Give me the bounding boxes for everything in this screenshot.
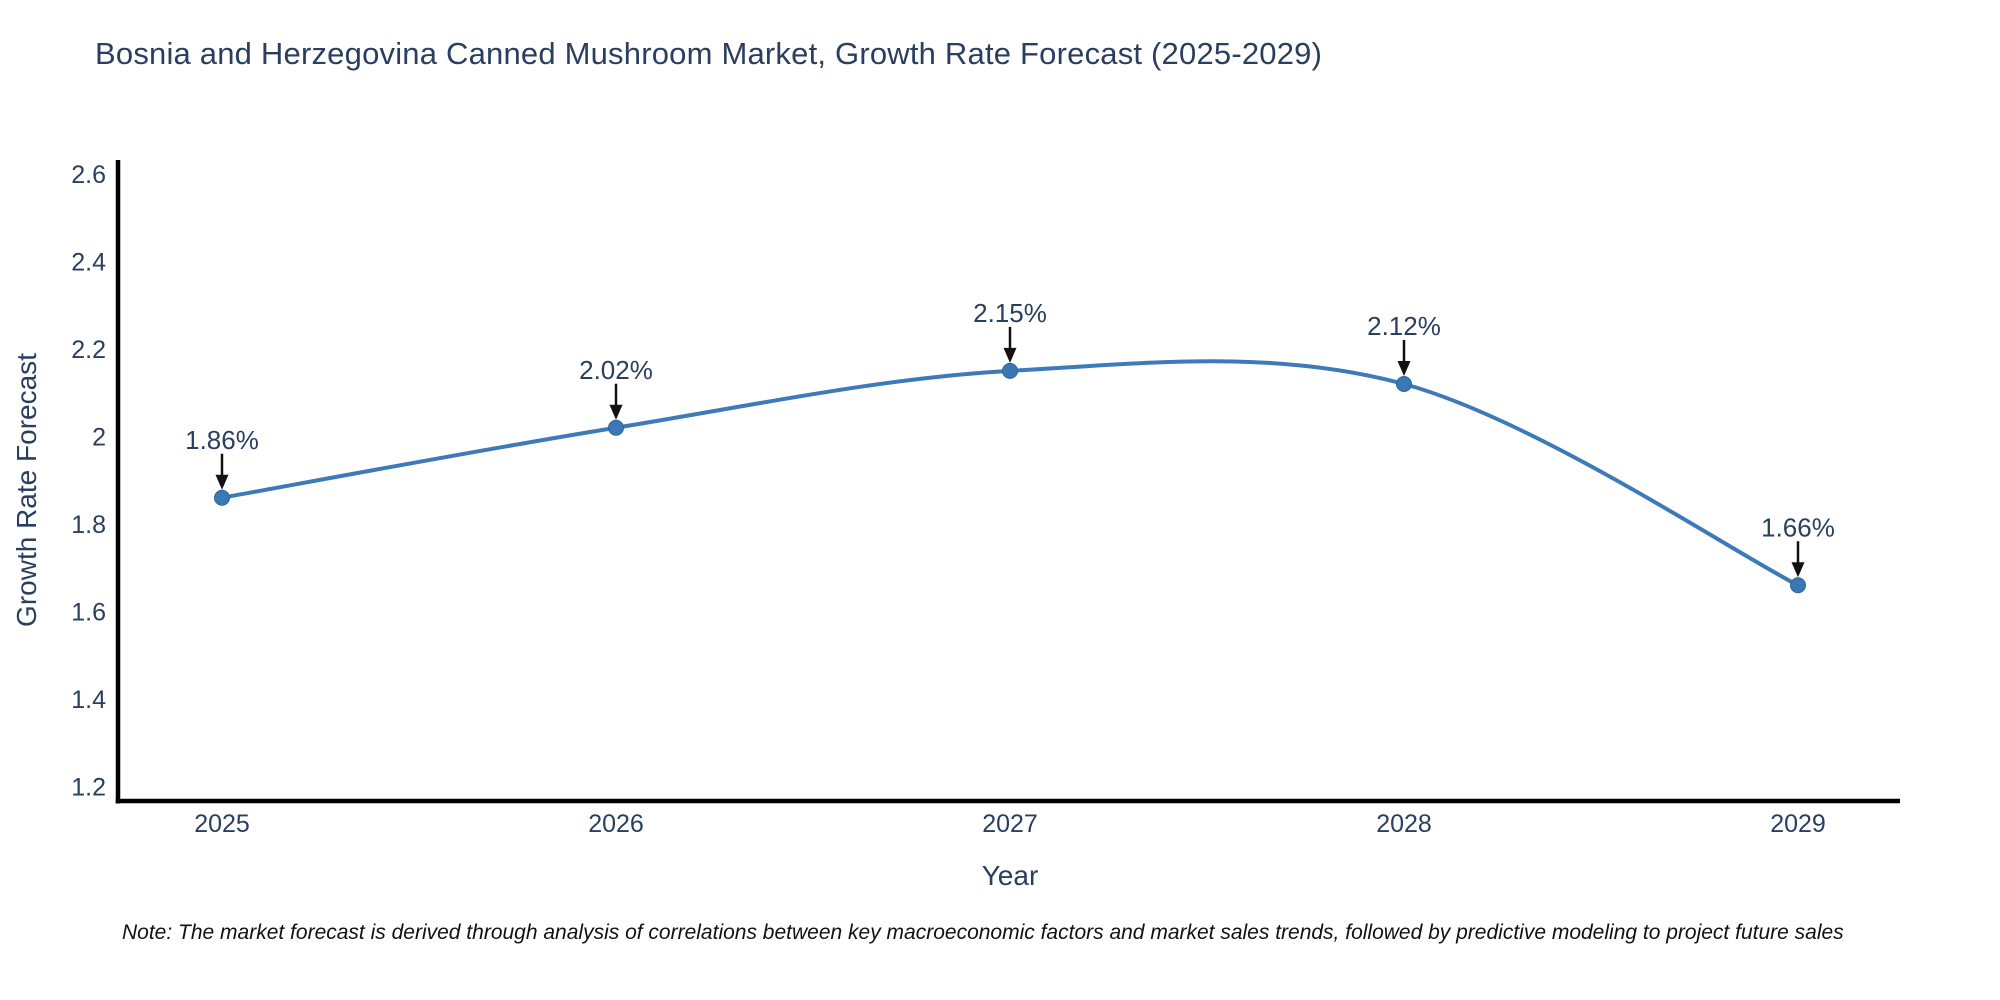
- data-point: [1002, 362, 1018, 379]
- x-tick-label: 2028: [1376, 810, 1432, 838]
- x-axis-title: Year: [982, 860, 1039, 891]
- annotation-arrow-head: [1003, 347, 1017, 363]
- annotation-arrow-head: [215, 474, 229, 490]
- x-tick-label: 2025: [194, 810, 250, 838]
- data-point: [1790, 577, 1806, 594]
- forecast-note: Note: The market forecast is derived thr…: [122, 921, 1844, 944]
- data-point: [214, 489, 230, 506]
- y-tick-label: 1.6: [71, 599, 106, 627]
- annotation-arrow-head: [609, 404, 623, 420]
- data-point: [608, 419, 624, 436]
- x-tick-label: 2026: [588, 810, 644, 838]
- chart-title: Bosnia and Herzegovina Canned Mushroom M…: [95, 36, 1323, 71]
- y-tick-label: 1.4: [71, 686, 106, 714]
- y-tick-label: 1.2: [71, 774, 106, 802]
- data-point-label: 2.02%: [579, 355, 653, 385]
- data-point-label: 2.15%: [973, 298, 1047, 328]
- annotation-arrow-head: [1791, 562, 1805, 578]
- data-point-label: 1.86%: [185, 425, 259, 455]
- data-point: [1396, 376, 1412, 392]
- forecast-line: [220, 359, 1800, 588]
- data-point-label: 2.12%: [1367, 311, 1441, 341]
- x-tick-label: 2027: [982, 810, 1038, 838]
- y-tick-label: 2.6: [71, 161, 106, 189]
- y-tick-label: 2: [92, 424, 106, 452]
- x-tick-label: 2029: [1770, 810, 1826, 838]
- annotation-arrow-head: [1397, 361, 1411, 376]
- y-tick-label: 2.4: [71, 249, 106, 277]
- y-axis-title: Growth Rate Forecast: [11, 353, 42, 627]
- data-point-label: 1.66%: [1761, 512, 1835, 542]
- y-tick-label: 2.2: [71, 336, 106, 364]
- y-tick-label: 1.8: [71, 511, 106, 539]
